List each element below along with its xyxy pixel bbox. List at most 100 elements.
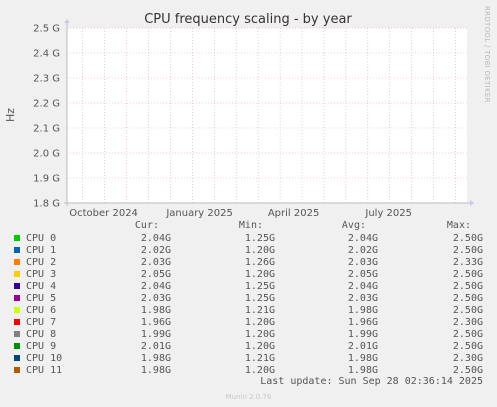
legend-swatch — [14, 259, 20, 265]
legend-value-min: 1.20G — [244, 245, 275, 256]
legend: Cur: Min: Avg: Max: CPU 0 2.04G 1.25G 2.04G 2.50… — [0, 220, 497, 390]
legend-value-max: 2.50G — [452, 233, 483, 244]
legend-value-cur: 1.96G — [140, 317, 171, 328]
legend-series-name: CPU 2 — [26, 257, 57, 268]
legend-row: CPU 7 1.96G 1.20G 1.96G 2.30G — [0, 317, 497, 329]
legend-swatch — [14, 355, 20, 361]
y-tick-label: 2.0 G — [33, 149, 60, 160]
legend-value-max: 2.30G — [452, 353, 483, 364]
legend-value-cur: 1.98G — [140, 305, 171, 316]
legend-value-max: 2.50G — [452, 329, 483, 340]
y-tick-label: 2.4 G — [33, 49, 60, 60]
legend-value-min: 1.21G — [244, 305, 275, 316]
legend-series-name: CPU 1 — [26, 245, 57, 256]
legend-row: CPU 2 2.03G 1.26G 2.03G 2.33G — [0, 257, 497, 269]
legend-value-min: 1.25G — [244, 233, 275, 244]
legend-value-min: 1.25G — [244, 293, 275, 304]
munin-footer: Munin 2.0.76 — [225, 393, 272, 401]
legend-value-cur: 1.99G — [140, 329, 171, 340]
plot-area — [67, 28, 467, 203]
legend-value-cur: 2.04G — [140, 281, 171, 292]
legend-value-cur: 1.98G — [140, 353, 171, 364]
legend-row: CPU 1 2.02G 1.20G 2.02G 2.50G — [0, 245, 497, 257]
legend-row: CPU 11 1.98G 1.20G 1.98G 2.50G — [0, 365, 497, 377]
legend-value-min: 1.20G — [244, 341, 275, 352]
legend-header-max: Max: — [446, 220, 471, 231]
y-tick-label: 1.8 G — [33, 199, 60, 210]
legend-value-avg: 1.98G — [347, 305, 378, 316]
x-tick-label: October 2024 — [69, 208, 138, 219]
x-tick-label: July 2025 — [364, 208, 412, 219]
legend-row: CPU 9 2.01G 1.20G 2.01G 2.50G — [0, 341, 497, 353]
legend-header-cur: Cur: — [134, 220, 159, 231]
legend-row: CPU 3 2.05G 1.20G 2.05G 2.50G — [0, 269, 497, 281]
x-axis-arrow-icon — [470, 200, 474, 206]
legend-value-avg: 2.01G — [347, 341, 378, 352]
last-update: Last update: Sun Sep 28 02:36:14 2025 — [260, 376, 483, 387]
legend-series-name: CPU 11 — [26, 365, 63, 376]
x-tick-labels: October 2024 January 2025 April 2025 July 2… — [69, 208, 412, 219]
legend-value-min: 1.26G — [244, 257, 275, 268]
legend-value-max: 2.50G — [452, 281, 483, 292]
legend-series-name: CPU 6 — [26, 305, 57, 316]
legend-swatch — [14, 295, 20, 301]
legend-value-avg: 2.03G — [347, 257, 378, 268]
legend-series-name: CPU 5 — [26, 293, 57, 304]
legend-value-cur: 2.04G — [140, 233, 171, 244]
legend-value-min: 1.21G — [244, 353, 275, 364]
legend-value-avg: 2.02G — [347, 245, 378, 256]
legend-series-name: CPU 7 — [26, 317, 57, 328]
legend-value-avg: 1.99G — [347, 329, 378, 340]
legend-series-name: CPU 0 — [26, 233, 57, 244]
x-tick-label: April 2025 — [268, 208, 319, 219]
legend-header-avg: Avg: — [341, 220, 366, 231]
legend-series-name: CPU 9 — [26, 341, 57, 352]
y-tick-label: 2.1 G — [33, 124, 60, 135]
legend-swatch — [14, 283, 20, 289]
legend-value-min: 1.20G — [244, 317, 275, 328]
legend-value-min: 1.20G — [244, 365, 275, 376]
legend-value-max: 2.33G — [452, 257, 483, 268]
legend-value-max: 2.50G — [452, 269, 483, 280]
legend-row: CPU 4 2.04G 1.25G 2.04G 2.50G — [0, 281, 497, 293]
legend-value-cur: 2.01G — [140, 341, 171, 352]
axes — [64, 19, 474, 206]
legend-swatch — [14, 247, 20, 253]
y-tick-label: 2.2 G — [33, 99, 60, 110]
y-tick-label: 1.9 G — [33, 174, 60, 185]
legend-value-cur: 2.03G — [140, 257, 171, 268]
legend-swatch — [14, 343, 20, 349]
legend-value-cur: 2.03G — [140, 293, 171, 304]
legend-header-min: Min: — [238, 220, 263, 231]
legend-value-avg: 2.04G — [347, 281, 378, 292]
legend-series-name: CPU 10 — [26, 353, 63, 364]
legend-swatch — [14, 331, 20, 337]
legend-row: CPU 6 1.98G 1.21G 1.98G 2.50G — [0, 305, 497, 317]
legend-value-avg: 2.04G — [347, 233, 378, 244]
legend-value-max: 2.30G — [452, 317, 483, 328]
legend-value-min: 1.20G — [244, 269, 275, 280]
chart-title: CPU frequency scaling - by year — [144, 12, 352, 27]
legend-value-cur: 2.02G — [140, 245, 171, 256]
legend-value-avg: 1.96G — [347, 317, 378, 328]
legend-series-name: CPU 4 — [26, 281, 57, 292]
legend-swatch — [14, 319, 20, 325]
legend-value-cur: 1.98G — [140, 365, 171, 376]
y-axis-arrow-icon — [64, 19, 70, 23]
legend-swatch — [14, 271, 20, 277]
legend-row: CPU 0 2.04G 1.25G 2.04G 2.50G — [0, 233, 497, 245]
y-tick-label: 2.5 G — [33, 24, 60, 35]
y-axis-label: Hz — [4, 108, 17, 122]
legend-row: CPU 8 1.99G 1.20G 1.99G 2.50G — [0, 329, 497, 341]
chart: CPU frequency scaling - by year Hz RRDTO… — [4, 6, 491, 219]
legend-value-avg: 2.05G — [347, 269, 378, 280]
legend-value-min: 1.20G — [244, 329, 275, 340]
legend-value-max: 2.50G — [452, 365, 483, 376]
legend-value-avg: 1.98G — [347, 365, 378, 376]
legend-value-max: 2.50G — [452, 341, 483, 352]
legend-value-avg: 1.98G — [347, 353, 378, 364]
legend-series-name: CPU 8 — [26, 329, 57, 340]
legend-swatch — [14, 235, 20, 241]
legend-value-avg: 2.03G — [347, 293, 378, 304]
legend-value-max: 2.50G — [452, 293, 483, 304]
